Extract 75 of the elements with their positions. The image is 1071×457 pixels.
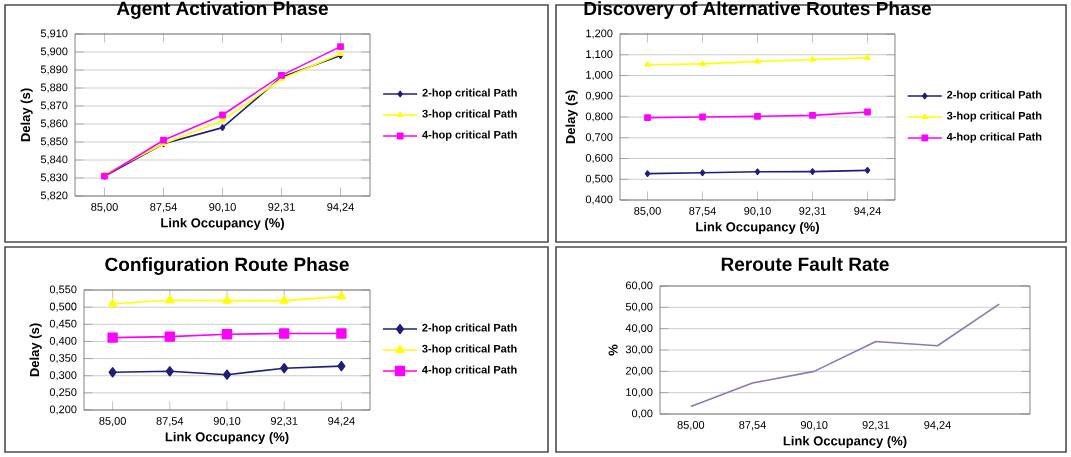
x-tick-label: 85,00 bbox=[677, 421, 705, 431]
y-tick-label: 1,000 bbox=[586, 70, 613, 81]
y-tick-label: 1,100 bbox=[586, 50, 613, 60]
x-tick-label: 87,54 bbox=[156, 417, 184, 427]
y-tick-label: 5,840 bbox=[40, 155, 68, 165]
y-tick-label: 0,450 bbox=[49, 319, 77, 329]
chart-title: Discovery of Alternative Routes Phase bbox=[584, 1, 932, 19]
x-tick-label: 90,10 bbox=[800, 421, 828, 431]
x-axis-title: Link Occupancy (%) bbox=[783, 435, 907, 449]
x-tick-label: 94,24 bbox=[328, 417, 355, 427]
legend-label: 4-hop critical Path bbox=[422, 365, 517, 376]
y-tick-label: 5,870 bbox=[40, 101, 68, 111]
x-tick-label: 87,54 bbox=[739, 421, 766, 431]
y-tick-label: 5,850 bbox=[40, 137, 68, 147]
y-tick-label: 0,550 bbox=[49, 285, 77, 295]
legend-label: 2-hop critical Path bbox=[947, 90, 1042, 101]
y-tick-label: 5,890 bbox=[40, 65, 68, 75]
chart-title: Agent Activation Phase bbox=[116, 1, 328, 19]
y-tick-label: 5,900 bbox=[40, 47, 68, 57]
y-tick-label: 0,600 bbox=[585, 153, 613, 164]
x-tick-label: 92,31 bbox=[799, 207, 826, 217]
legend-label: 3-hop critical Path bbox=[946, 111, 1042, 122]
x-tick-label: 94,24 bbox=[924, 421, 951, 431]
x-axis-title: Link Occupancy (%) bbox=[165, 431, 289, 445]
legend-label: 2-hop critical Path bbox=[422, 323, 517, 334]
y-tick-label: 40,00 bbox=[625, 324, 653, 334]
legend-label: 4-hop critical Path bbox=[422, 130, 517, 141]
x-tick-label: 85,00 bbox=[91, 203, 118, 213]
y-tick-label: 60,00 bbox=[625, 281, 653, 291]
x-tick-label: 85,00 bbox=[99, 417, 126, 427]
x-tick-label: 94,24 bbox=[327, 203, 354, 213]
legend-label: 4-hop critical Path bbox=[946, 132, 1042, 143]
y-tick-label: 20,00 bbox=[625, 366, 653, 376]
y-axis-title: Delay (s) bbox=[29, 323, 42, 377]
y-tick-label: 0,800 bbox=[585, 112, 613, 122]
y-tick-label: 0,400 bbox=[585, 195, 613, 205]
y-tick-label: 0,300 bbox=[49, 371, 77, 381]
y-tick-label: 0,200 bbox=[49, 405, 77, 415]
y-tick-label: 0,00 bbox=[631, 409, 653, 419]
legend-label: 2-hop critical Path bbox=[422, 88, 517, 99]
y-tick-label: 1,200 bbox=[586, 29, 613, 39]
legend-label: 3-hop critical Path bbox=[422, 109, 517, 120]
x-tick-label: 85,00 bbox=[634, 207, 661, 217]
y-tick-label: 5,820 bbox=[40, 191, 68, 201]
x-tick-label: 92,31 bbox=[270, 417, 298, 427]
y-tick-label: 5,880 bbox=[40, 83, 68, 93]
y-tick-label: 0,500 bbox=[49, 302, 77, 312]
x-tick-label: 87,54 bbox=[689, 207, 716, 217]
x-tick-label: 90,10 bbox=[213, 417, 241, 427]
y-tick-label: 5,910 bbox=[40, 29, 68, 39]
chart-title: Configuration Route Phase bbox=[105, 257, 349, 275]
y-tick-label: 5,830 bbox=[40, 173, 68, 183]
y-tick-label: 50,00 bbox=[625, 302, 653, 312]
y-tick-label: 0,500 bbox=[585, 174, 613, 184]
y-tick-label: 30,00 bbox=[625, 345, 653, 355]
x-tick-label: 92,31 bbox=[268, 203, 295, 213]
y-axis-title: % bbox=[608, 344, 618, 356]
y-tick-label: 0,700 bbox=[585, 133, 613, 143]
x-tick-label: 92,31 bbox=[862, 421, 890, 431]
y-axis-title: Delay (s) bbox=[565, 90, 578, 144]
legend-label: 3-hop critical Path bbox=[422, 344, 517, 355]
x-tick-label: 94,24 bbox=[854, 207, 881, 217]
x-tick-label: 90,10 bbox=[209, 203, 236, 213]
y-tick-label: 0,350 bbox=[49, 354, 77, 364]
y-tick-label: 10,00 bbox=[626, 388, 653, 398]
y-tick-label: 5,860 bbox=[40, 119, 68, 129]
y-axis-title: Delay (s) bbox=[20, 88, 33, 142]
chart-title: Reroute Fault Rate bbox=[721, 256, 889, 271]
y-tick-label: 0,250 bbox=[49, 388, 77, 398]
x-tick-label: 90,10 bbox=[744, 207, 771, 217]
x-axis-title: Link Occupancy (%) bbox=[161, 217, 284, 231]
x-axis-title: Link Occupancy (%) bbox=[696, 221, 819, 234]
y-tick-label: 0,900 bbox=[585, 91, 613, 101]
y-tick-label: 0,400 bbox=[49, 336, 77, 346]
x-tick-label: 87,54 bbox=[150, 203, 177, 213]
